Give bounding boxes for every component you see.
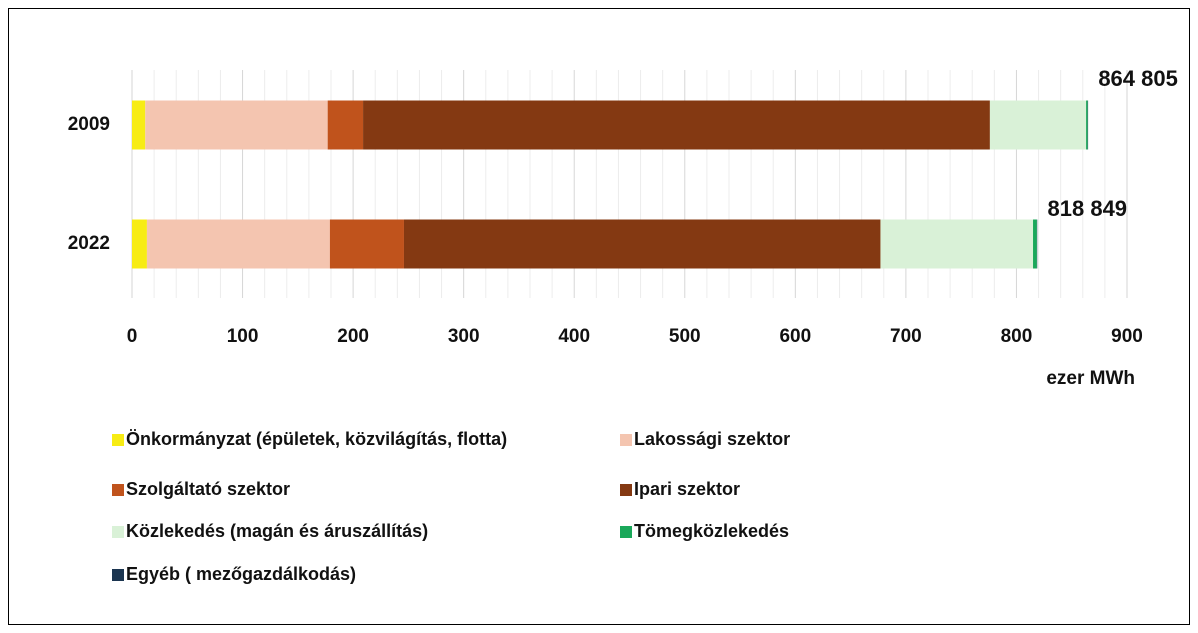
legend-swatch: [112, 569, 124, 581]
bar-segment: [989, 100, 1087, 150]
x-tick-label: 100: [227, 326, 259, 347]
legend-label: Önkormányzat (épületek, közvilágítás, fl…: [126, 429, 507, 449]
legend-swatch: [620, 526, 632, 538]
legend-swatch: [620, 484, 632, 496]
bar-segment: [132, 100, 146, 150]
x-tick-label: 200: [337, 326, 369, 347]
bar-segment: [880, 219, 1034, 269]
legend-swatch: [112, 484, 124, 496]
x-tick-label: 600: [779, 326, 811, 347]
legend-label: Tömegközlekedés: [634, 521, 789, 541]
x-tick-label: 700: [890, 326, 922, 347]
legend-label: Egyéb ( mezőgazdálkodás): [126, 564, 356, 584]
legend-swatch: [620, 434, 632, 446]
x-tick-label: 500: [669, 326, 701, 347]
bar-segment: [132, 219, 147, 269]
x-tick-label: 800: [1001, 326, 1033, 347]
y-tick-label: 2009: [68, 114, 110, 135]
x-tick-label: 900: [1111, 326, 1143, 347]
legend-label: Közlekedés (magán és áruszállítás): [126, 521, 428, 541]
legend-label: Ipari szektor: [634, 479, 740, 499]
legend-label: Lakossági szektor: [634, 429, 790, 449]
bar-segment: [403, 219, 881, 269]
bar-segment: [327, 100, 364, 150]
bar-segment: [145, 100, 328, 150]
total-label: 818 849: [1048, 196, 1128, 221]
legend-swatch: [112, 434, 124, 446]
bar-segment: [329, 219, 404, 269]
bar-segment: [363, 100, 990, 150]
y-tick-label: 2022: [68, 233, 110, 254]
legend-label: Szolgáltató szektor: [126, 479, 290, 499]
total-label: 864 805: [1098, 66, 1178, 91]
bar-segment: [1086, 100, 1088, 150]
x-tick-label: 400: [558, 326, 590, 347]
x-tick-label: 300: [448, 326, 480, 347]
legend-swatch: [112, 526, 124, 538]
bar-segment: [146, 219, 330, 269]
x-axis-label: ezer MWh: [1046, 368, 1135, 389]
bar-segment: [1033, 219, 1037, 269]
x-tick-label: 0: [127, 326, 138, 347]
